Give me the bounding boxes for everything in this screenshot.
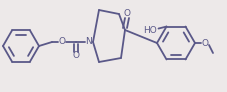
Text: N: N bbox=[86, 38, 92, 46]
Text: O: O bbox=[202, 38, 209, 47]
Text: HO: HO bbox=[144, 26, 157, 35]
Text: O: O bbox=[123, 9, 131, 18]
Text: O: O bbox=[59, 38, 66, 46]
Text: O: O bbox=[72, 52, 79, 61]
